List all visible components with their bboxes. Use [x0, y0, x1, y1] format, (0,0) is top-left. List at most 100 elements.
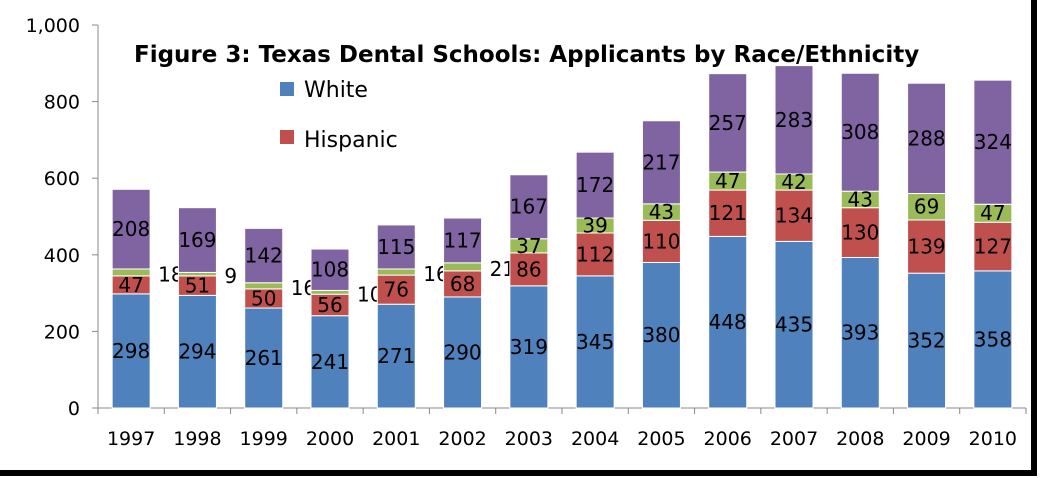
data-label: 108	[311, 258, 349, 282]
bar-segment	[310, 248, 350, 291]
data-label: 345	[576, 330, 614, 354]
x-tick-label: 1998	[173, 428, 221, 450]
bar-segment	[973, 221, 1013, 272]
legend-swatch-white	[280, 82, 294, 96]
x-tick-label: 1997	[107, 428, 155, 450]
data-label: 358	[974, 327, 1012, 351]
data-label: 121	[709, 201, 747, 225]
legend-label-hispanic: Hispanic	[304, 128, 398, 153]
bar-segment	[177, 294, 217, 409]
data-label: 380	[642, 323, 680, 347]
bar-segment	[641, 261, 681, 409]
y-tick-label: 800	[44, 92, 80, 114]
data-label: 208	[112, 217, 150, 241]
data-label: 69	[914, 195, 939, 219]
data-label: 319	[510, 335, 548, 359]
data-label: 39	[582, 214, 607, 238]
bar-segment	[708, 189, 748, 237]
data-label: 448	[709, 310, 747, 334]
data-label: 435	[775, 313, 813, 337]
data-label: 68	[450, 272, 475, 296]
bar-segment	[443, 296, 483, 409]
data-label: 172	[576, 173, 614, 197]
x-tick-label: 1999	[240, 428, 288, 450]
data-label: 298	[112, 339, 150, 363]
bar-segment	[708, 73, 748, 173]
bar-segment	[840, 72, 880, 192]
data-label: 117	[443, 228, 481, 252]
data-label: 43	[649, 200, 674, 224]
data-label: 241	[311, 350, 349, 374]
data-label: 127	[974, 235, 1012, 259]
chart-title: Figure 3: Texas Dental Schools: Applican…	[134, 42, 919, 68]
y-tick-label: 400	[44, 245, 80, 267]
data-label: 352	[907, 329, 945, 353]
data-label: 283	[775, 108, 813, 132]
data-label: 288	[907, 126, 945, 150]
x-tick-label: 2004	[571, 428, 619, 450]
bar-segment	[575, 151, 615, 219]
data-label: 51	[185, 274, 210, 298]
x-tick-label: 2009	[902, 428, 950, 450]
data-label: 139	[907, 235, 945, 259]
bar-segment	[443, 262, 483, 272]
bar-segment	[575, 275, 615, 409]
data-label: 42	[781, 170, 806, 194]
x-tick-label: 2007	[770, 428, 818, 450]
bar-segment	[907, 219, 947, 274]
x-tick-label: 2000	[306, 428, 354, 450]
bar-segment	[244, 307, 284, 409]
data-label: 290	[443, 340, 481, 364]
data-label: 86	[516, 257, 541, 281]
x-tick-label: 2002	[438, 428, 486, 450]
x-tick-label: 2008	[836, 428, 884, 450]
data-label: 112	[576, 242, 614, 266]
bar-segment	[111, 293, 151, 409]
bar-segment	[973, 270, 1013, 409]
data-label: 134	[775, 204, 813, 228]
x-tick-label: 2006	[704, 428, 752, 450]
data-label: 169	[178, 228, 216, 252]
bar-segment	[376, 303, 416, 409]
data-label: 324	[974, 130, 1012, 154]
data-label: 308	[841, 120, 879, 144]
bar-segment	[509, 285, 549, 409]
bar-segment	[177, 207, 217, 273]
data-label: 142	[245, 244, 283, 268]
data-label: 76	[384, 278, 409, 302]
legend-swatch-hispanic	[280, 130, 294, 144]
data-label: 110	[642, 229, 680, 253]
y-tick-label: 600	[44, 168, 80, 190]
data-label: 47	[118, 273, 143, 297]
data-label: 47	[715, 169, 740, 193]
bar-segment	[907, 272, 947, 409]
data-label: 217	[642, 150, 680, 174]
bar-segment	[443, 217, 483, 264]
bar-segment	[509, 252, 549, 287]
y-tick-label: 200	[44, 321, 80, 343]
data-label: 115	[377, 235, 415, 259]
y-tick-label: 0	[68, 398, 80, 420]
data-label: 393	[841, 321, 879, 345]
bar-segment	[310, 315, 350, 409]
data-label: 37	[516, 234, 541, 258]
data-label: 56	[317, 293, 342, 317]
bar-segment	[774, 65, 814, 175]
data-label: 9	[224, 264, 237, 288]
data-label: 257	[709, 111, 747, 135]
legend: White Hispanic	[280, 78, 398, 153]
bar-segment	[111, 188, 151, 270]
bar-segment	[774, 240, 814, 409]
bar-segment	[774, 189, 814, 242]
data-label: 130	[841, 221, 879, 245]
x-tick-label: 2010	[969, 428, 1017, 450]
bar-segment	[376, 268, 416, 276]
bar-segment	[973, 79, 1013, 205]
legend-label-white: White	[304, 78, 368, 103]
bar-segment	[840, 256, 880, 409]
bar-segment	[575, 232, 615, 277]
data-label: 43	[848, 187, 873, 211]
